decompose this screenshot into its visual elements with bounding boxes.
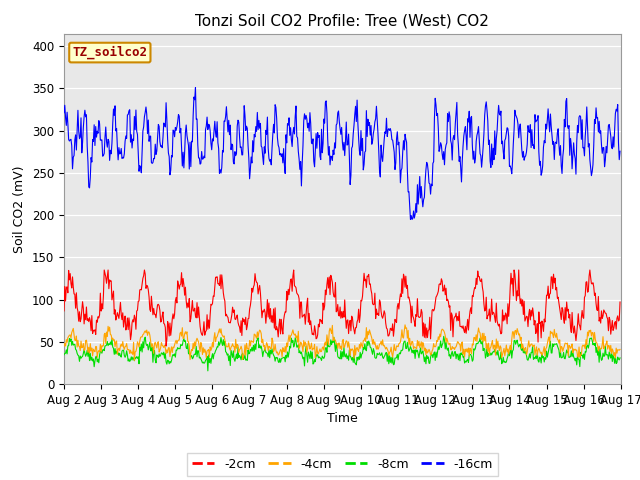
Title: Tonzi Soil CO2 Profile: Tree (West) CO2: Tonzi Soil CO2 Profile: Tree (West) CO2 xyxy=(195,13,490,28)
Legend: -2cm, -4cm, -8cm, -16cm: -2cm, -4cm, -8cm, -16cm xyxy=(187,453,498,476)
X-axis label: Time: Time xyxy=(327,412,358,425)
Y-axis label: Soil CO2 (mV): Soil CO2 (mV) xyxy=(13,165,26,252)
Text: TZ_soilco2: TZ_soilco2 xyxy=(72,46,147,59)
